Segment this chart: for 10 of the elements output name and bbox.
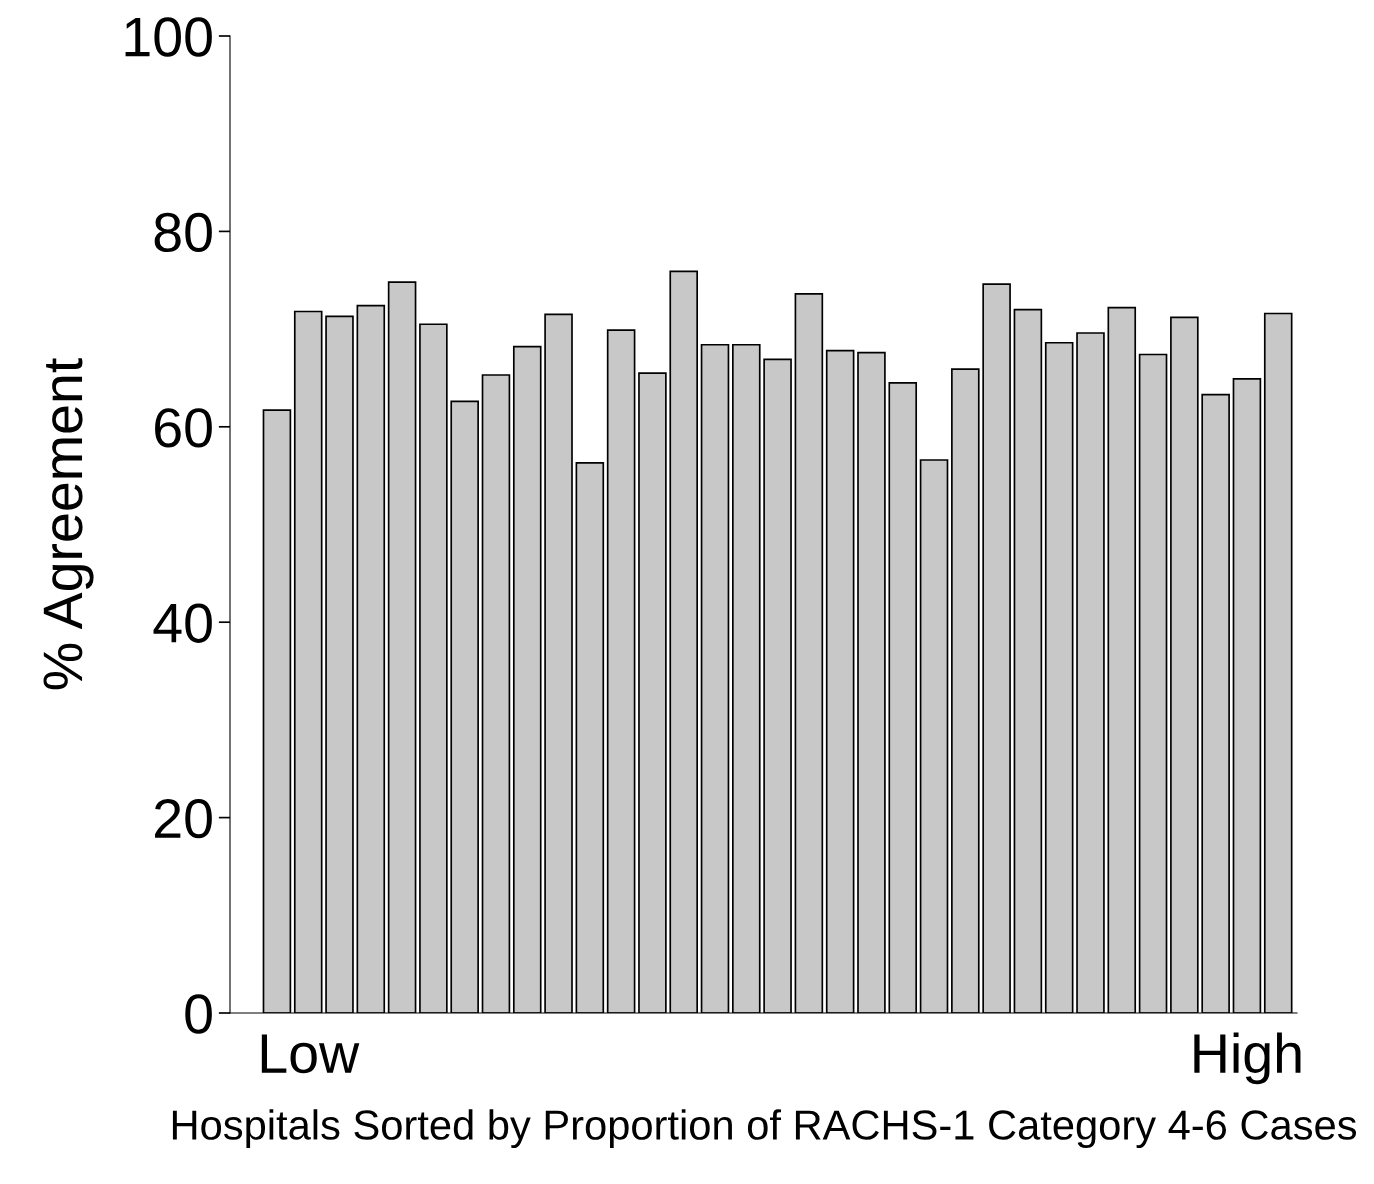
y-tick-label: 20 <box>155 798 212 839</box>
y-tick-label: 0 <box>185 994 212 1034</box>
y-tick-label: 100 <box>125 17 212 57</box>
y-tick-label: 40 <box>153 603 212 643</box>
x-tick-label: High <box>1194 1032 1301 1085</box>
y-axis-title: % Agreement <box>43 358 94 690</box>
y-tick-label: 60 <box>155 408 212 448</box>
x-axis-title: Hospitals Sorted by Proportion of RACHS-1 Category 4-6 Cases <box>172 1109 1357 1149</box>
y-tick-label: 80 <box>154 212 212 253</box>
x-tick-label: Low <box>261 1034 360 1074</box>
